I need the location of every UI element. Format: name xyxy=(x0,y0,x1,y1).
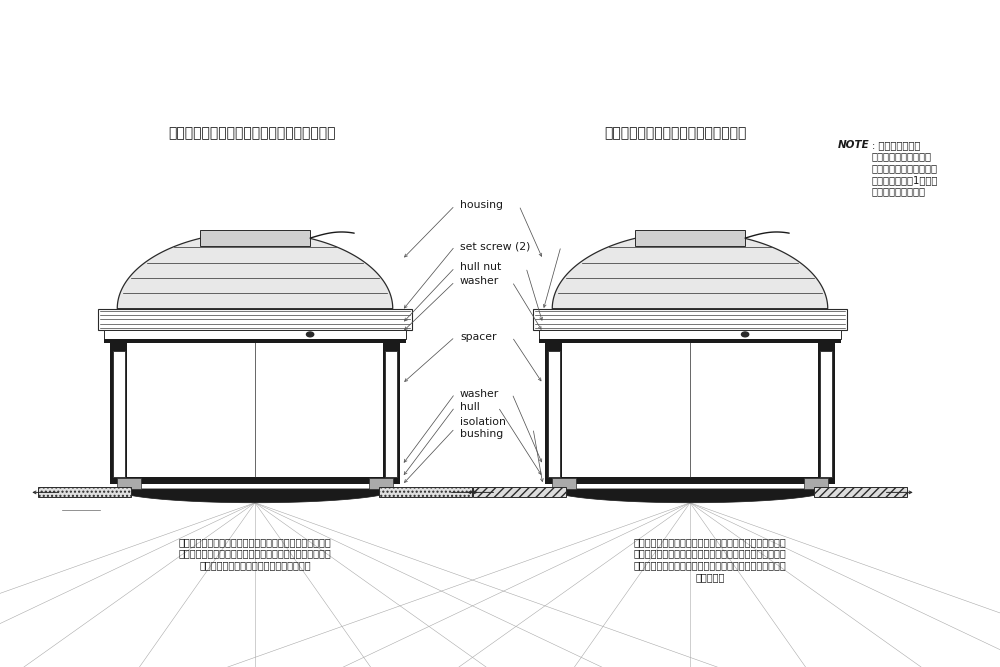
Bar xyxy=(38,488,131,498)
Text: set screw (2): set screw (2) xyxy=(460,241,530,251)
Bar xyxy=(552,478,576,489)
Text: hull: hull xyxy=(460,402,480,412)
Bar xyxy=(385,351,397,477)
Polygon shape xyxy=(549,489,831,503)
Circle shape xyxy=(306,332,314,337)
Text: isolation
bushing: isolation bushing xyxy=(460,418,506,439)
Circle shape xyxy=(741,332,749,337)
Bar xyxy=(110,330,400,484)
Bar xyxy=(814,488,907,498)
Bar xyxy=(562,330,818,477)
Bar xyxy=(804,478,828,489)
Bar xyxy=(104,339,406,343)
Bar xyxy=(539,339,841,343)
Text: hull nut: hull nut xyxy=(460,263,501,272)
Bar xyxy=(200,231,310,246)
Text: 金属の外皮のステンレス鋼ハウジング: 金属の外皮のステンレス鋼ハウジング xyxy=(604,127,746,140)
Bar xyxy=(635,231,745,246)
Text: washer: washer xyxy=(460,389,499,398)
Text: washer: washer xyxy=(460,277,499,286)
Bar xyxy=(533,309,847,330)
Bar xyxy=(113,351,125,477)
Bar xyxy=(369,478,393,489)
Text: NOTE: NOTE xyxy=(838,140,870,150)
Bar xyxy=(127,330,383,477)
Text: ソリッドグラスファイバーまたは木製の船体: ソリッドグラスファイバーまたは木製の船体 xyxy=(168,127,336,140)
Bar xyxy=(545,330,835,484)
Text: : 船体のナットを
しっかりと固定するに
は、船体のナットの上に
完全に露出した1本以上
のネジが必要です。: : 船体のナットを しっかりと固定するに は、船体のナットの上に 完全に露出した… xyxy=(872,140,938,197)
Text: スペーサーと側壁の間の隙間を埋めるために、スペーサー
の内面全体に追加のシーラントをハウジングのねじ山、側
壁、およびフランジのマリンシーランント: スペーサーと側壁の間の隙間を埋めるために、スペーサー の内面全体に追加のシーラン… xyxy=(179,537,331,570)
Bar xyxy=(117,478,141,489)
Bar xyxy=(98,309,412,330)
Bar xyxy=(473,488,566,498)
Bar xyxy=(539,330,841,339)
Polygon shape xyxy=(552,232,828,309)
Polygon shape xyxy=(114,489,396,503)
Bar xyxy=(820,351,832,477)
Text: housing: housing xyxy=(460,201,503,210)
Text: spacer: spacer xyxy=(460,332,496,342)
Bar xyxy=(379,488,472,498)
Text: スペーサーと側壁の間の隙間を埋めるためにスペーサーの
内面全体で船体の追加のシーラントと接触するハウジング
絶縁ブッシングのねじ、側壁、およびフランジ上のマリン: スペーサーと側壁の間の隙間を埋めるためにスペーサーの 内面全体で船体の追加のシー… xyxy=(634,537,786,582)
Polygon shape xyxy=(117,232,393,309)
Bar xyxy=(548,351,560,477)
Bar xyxy=(104,330,406,339)
